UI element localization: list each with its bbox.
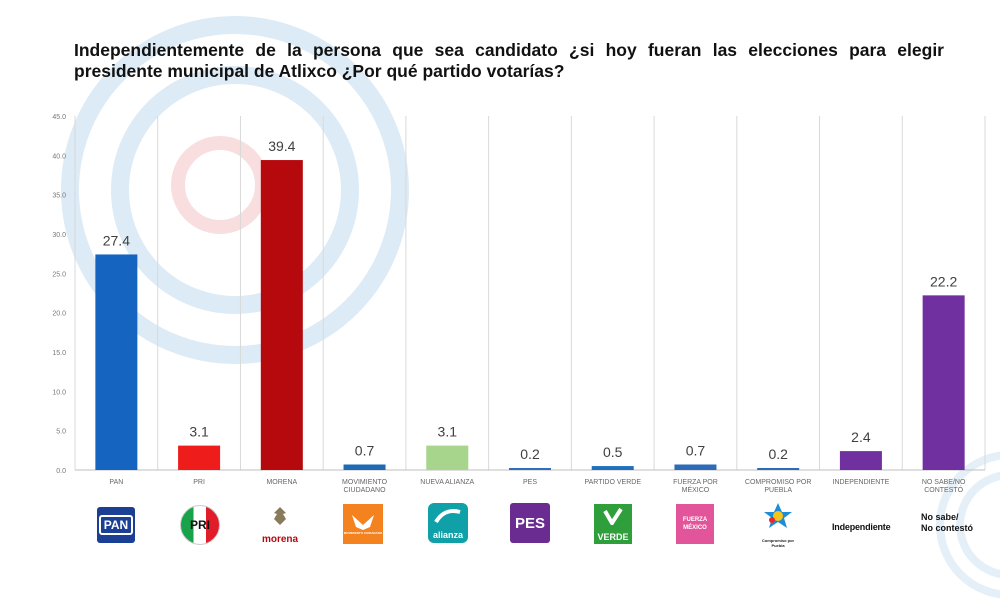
category-label: PUEBLA xyxy=(764,487,792,494)
category-label: CONTESTÓ xyxy=(924,485,963,494)
bar xyxy=(757,468,800,470)
data-label: 0.2 xyxy=(520,446,540,462)
bar xyxy=(260,160,303,470)
eagle-icon xyxy=(274,507,286,525)
y-tick-label: 20.0 xyxy=(52,311,66,318)
y-tick-label: 10.0 xyxy=(52,389,66,396)
no-sabe-logo: No sabe/ No contestó xyxy=(921,512,974,533)
bar xyxy=(839,451,882,470)
bar xyxy=(591,466,634,470)
star-icon xyxy=(764,503,792,528)
partido-verde-logo: VERDE xyxy=(594,504,632,544)
y-tick-label: 5.0 xyxy=(56,429,66,436)
bar xyxy=(509,468,551,470)
category-label: COMPROMISO POR xyxy=(745,479,812,486)
data-label: 22.2 xyxy=(930,273,957,289)
bar xyxy=(922,295,965,470)
y-tick-label: 35.0 xyxy=(52,193,66,200)
data-label: 27.4 xyxy=(103,232,130,248)
data-label: 2.4 xyxy=(851,429,871,445)
category-label: NO SABE/NO xyxy=(922,479,966,486)
category-label: MOVIMIENTO xyxy=(342,479,388,486)
category-label: PAN xyxy=(109,479,123,486)
independiente-label-logo: Independiente xyxy=(832,522,891,532)
bar xyxy=(343,464,386,470)
pri-logo: PRI xyxy=(180,505,220,545)
y-tick-label: 15.0 xyxy=(52,350,66,357)
category-label: MORENA xyxy=(266,479,297,486)
pan-logo: PAN xyxy=(97,507,135,543)
movimiento-ciudadano-logo: MOVIMIENTO CIUDADANO xyxy=(343,504,383,544)
swoosh-icon xyxy=(434,509,461,524)
category-label: NUEVA ALIANZA xyxy=(420,479,474,486)
morena-logo: morena xyxy=(258,503,302,545)
category-label: CIUDADANO xyxy=(344,487,387,494)
category-label: PES xyxy=(523,479,537,486)
chart-title: Independientemente de la persona que sea… xyxy=(74,40,944,81)
category-label: INDEPENDIENTE xyxy=(833,479,890,486)
data-label: 39.4 xyxy=(268,138,295,154)
data-label: 0.2 xyxy=(768,446,788,462)
nueva-alianza-logo: alianza xyxy=(428,503,468,543)
data-label: 0.7 xyxy=(686,442,706,458)
compromiso-por-puebla-logo: Compromiso por Puebla xyxy=(755,500,801,548)
bar xyxy=(674,464,717,470)
y-tick-label: 45.0 xyxy=(52,114,66,121)
category-label: PRI xyxy=(193,479,205,486)
data-label: 3.1 xyxy=(438,424,458,440)
pes-logo: PES xyxy=(510,503,550,543)
bar xyxy=(178,445,221,470)
bar xyxy=(95,254,138,470)
eagle-icon xyxy=(352,515,374,530)
y-tick-label: 0.0 xyxy=(56,468,66,475)
bar xyxy=(426,445,469,470)
data-label: 0.7 xyxy=(355,442,375,458)
y-tick-label: 40.0 xyxy=(52,153,66,160)
category-label: FUERZA POR xyxy=(673,479,718,486)
category-label: PARTIDO VERDE xyxy=(584,479,641,486)
toucan-icon xyxy=(603,507,623,525)
data-label: 3.1 xyxy=(189,424,209,440)
y-tick-label: 25.0 xyxy=(52,271,66,278)
data-label: 0.5 xyxy=(603,444,623,460)
fuerza-por-mexico-logo: FUERZA MÉXICO xyxy=(676,504,714,544)
y-tick-label: 30.0 xyxy=(52,232,66,239)
category-label: MÉXICO xyxy=(682,485,710,494)
